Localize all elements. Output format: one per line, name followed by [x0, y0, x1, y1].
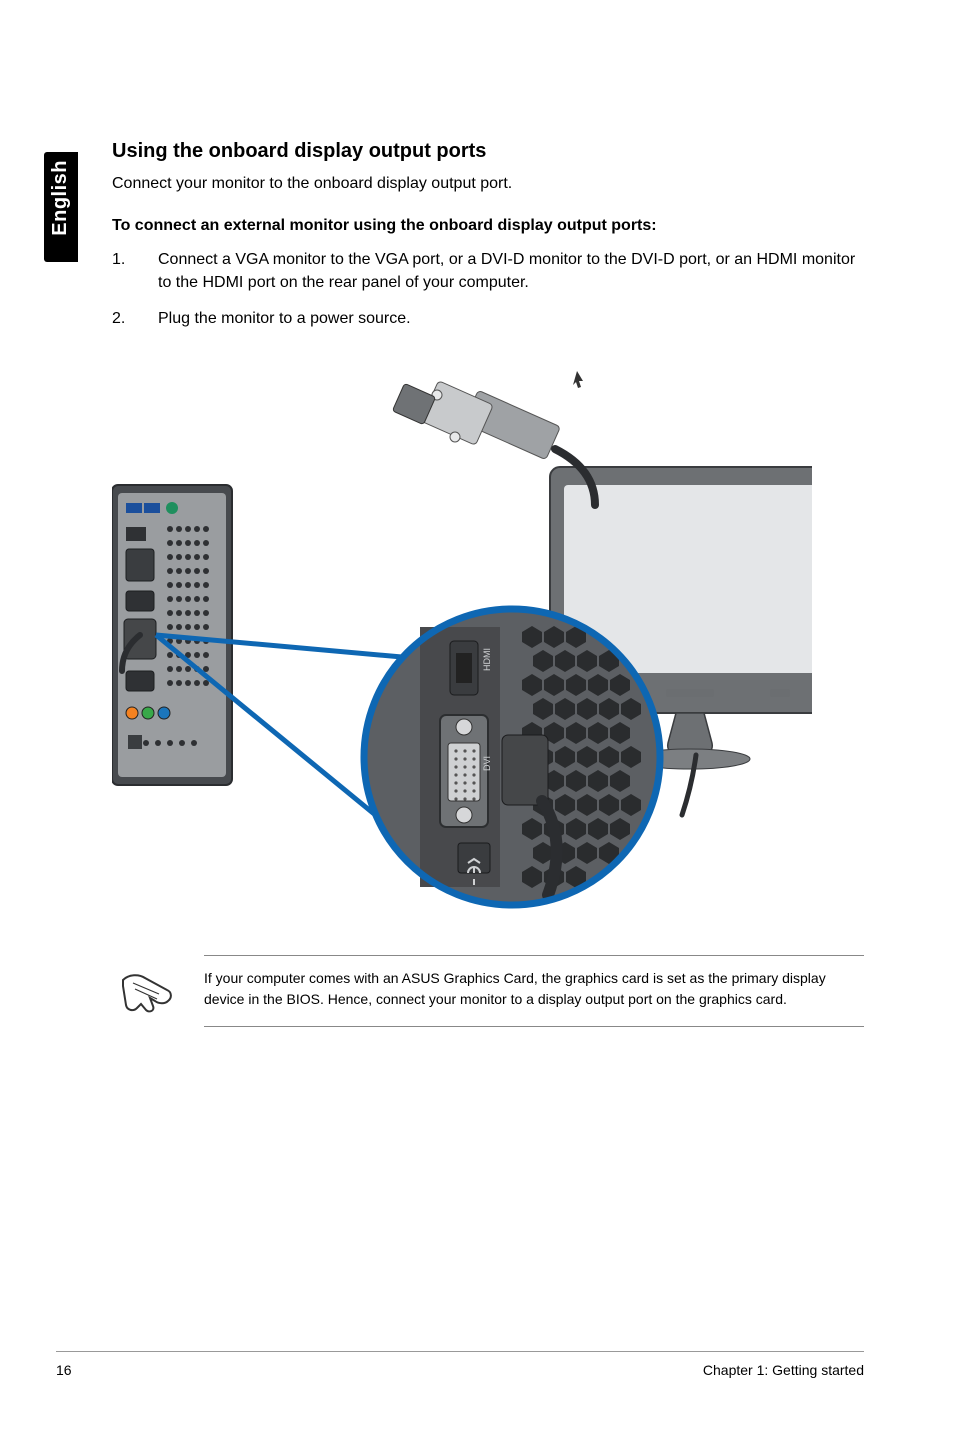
step-number: 1.: [112, 249, 158, 294]
chapter-label: Chapter 1: Getting started: [703, 1362, 864, 1378]
svg-text:HDMI: HDMI: [482, 648, 492, 671]
svg-text:DVI: DVI: [482, 756, 492, 771]
language-label: English: [44, 152, 77, 244]
step-item: 1. Connect a VGA monitor to the VGA port…: [112, 249, 864, 294]
note-text: If your computer comes with an ASUS Grap…: [204, 968, 864, 1014]
step-text: Connect a VGA monitor to the VGA port, o…: [158, 249, 864, 294]
step-item: 2. Plug the monitor to a power source.: [112, 308, 864, 330]
step-text: Plug the monitor to a power source.: [158, 308, 864, 330]
note-hand-icon: [112, 968, 182, 1014]
steps-list: 1. Connect a VGA monitor to the VGA port…: [112, 249, 864, 330]
language-tab: English: [44, 152, 78, 262]
intro-text: Connect your monitor to the onboard disp…: [112, 173, 864, 195]
section-heading: Using the onboard display output ports: [112, 140, 864, 163]
sub-heading: To connect an external monitor using the…: [112, 217, 864, 235]
page-number: 16: [56, 1362, 72, 1378]
step-number: 2.: [112, 308, 158, 330]
page-footer: 16 Chapter 1: Getting started: [0, 1351, 954, 1378]
note-block: If your computer comes with an ASUS Grap…: [204, 955, 864, 1027]
connection-figure: HDMI DVI: [112, 355, 812, 915]
